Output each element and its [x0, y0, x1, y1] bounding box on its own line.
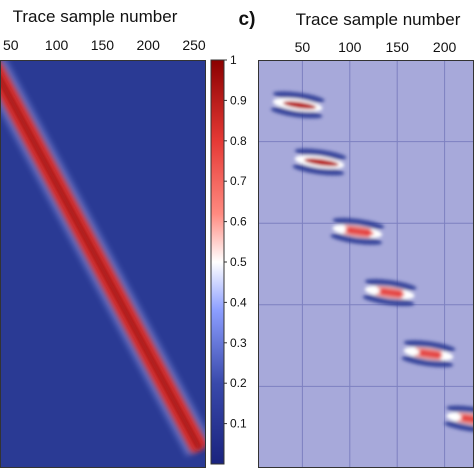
wavelet-blob-5 [401, 340, 456, 368]
wavelet-blob-2 [292, 148, 347, 176]
left-x-tick-100: 100 [45, 37, 69, 53]
left-x-tick-200: 200 [137, 37, 161, 53]
left-x-axis-label: Trace sample number [13, 7, 178, 26]
colorbar-gradient [210, 59, 225, 465]
colorbar-tick-0.6: 0.6 [230, 215, 247, 229]
left-band-group [0, 60, 206, 457]
wavelet-blob-1 [270, 91, 325, 119]
wavelet-blobs [270, 91, 474, 433]
colorbar-tick-labels: 1 0.9 0.8 0.7 0.6 0.5 0.4 0.3 0.2 0.1 [224, 53, 247, 431]
left-x-tick-250: 250 [182, 37, 206, 53]
colorbar-tick-1: 1 [230, 53, 237, 67]
colorbar-tick-0.9: 0.9 [230, 93, 247, 107]
colorbar-tick-0.1: 0.1 [230, 417, 247, 431]
left-heatmap-panel: Trace sample number 50 100 150 200 250 [0, 7, 206, 468]
wavelet-blob-3 [330, 217, 385, 246]
right-heatmap-panel: c) Trace sample number 50 100 150 200 [239, 9, 474, 468]
left-x-tick-150: 150 [91, 37, 115, 53]
right-x-tick-50: 50 [295, 39, 311, 55]
panel-label-c: c) [239, 9, 256, 30]
colorbar-tick-0.3: 0.3 [230, 336, 247, 350]
left-x-tick-50: 50 [3, 37, 19, 53]
right-grid [258, 60, 474, 468]
colorbar-tick-0.8: 0.8 [230, 134, 247, 148]
wavelet-blob-6 [444, 405, 474, 433]
wavelet-blob-4 [362, 278, 417, 307]
colorbar-tick-0.5: 0.5 [230, 255, 247, 269]
left-x-tick-labels: 50 100 150 200 250 [3, 37, 206, 53]
right-x-tick-labels: 50 100 150 200 [295, 39, 457, 55]
right-x-tick-150: 150 [386, 39, 410, 55]
right-x-tick-100: 100 [338, 39, 362, 55]
right-x-axis-label: Trace sample number [296, 10, 461, 29]
colorbar-tick-0.2: 0.2 [230, 376, 247, 390]
right-x-tick-200: 200 [433, 39, 457, 55]
colorbar-tick-0.4: 0.4 [230, 295, 247, 309]
right-heatmap-background [258, 60, 474, 468]
left-panel-frame [0, 60, 206, 468]
colorbar: 1 0.9 0.8 0.7 0.6 0.5 0.4 0.3 0.2 0.1 [210, 53, 247, 465]
diagonal-band-core [0, 71, 204, 452]
colorbar-tick-0.7: 0.7 [230, 174, 247, 188]
